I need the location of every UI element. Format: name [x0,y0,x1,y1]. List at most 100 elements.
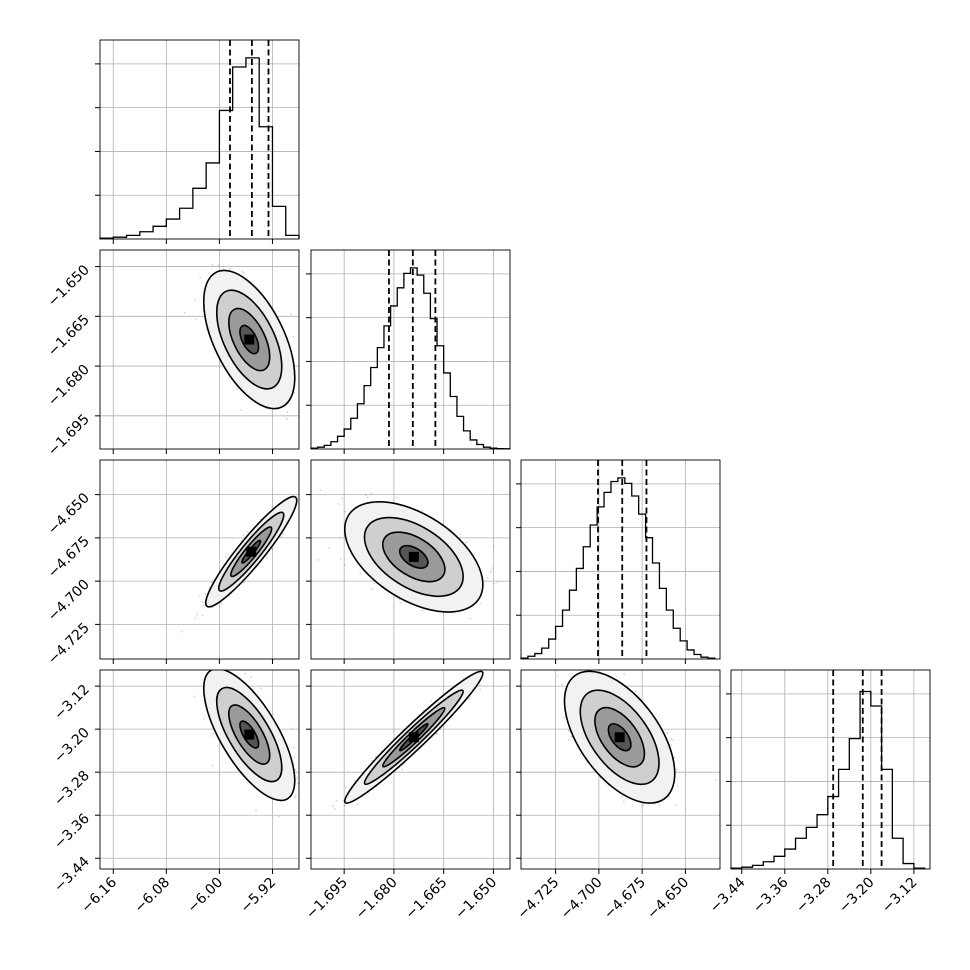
density-content [317,489,499,620]
scatter-point [567,729,570,732]
scatter-point [715,779,717,781]
scatter-point [401,768,404,771]
x-tick-label: −1.650 [452,875,500,923]
scatter-point [228,595,231,597]
scatter-point [286,411,289,414]
density-peak [244,729,255,740]
scatter-point [317,559,320,561]
scatter-point [290,313,292,315]
scatter-point [339,536,341,539]
scatter-point [621,796,623,799]
x-tick-label: −4.700 [558,875,606,923]
scatter-point [340,558,342,560]
scatter-point [211,732,214,735]
y-tick-label: −4.675 [45,533,93,581]
y-tick-label: −3.12 [51,682,93,724]
scatter-point [266,556,269,559]
density-content [332,660,492,810]
scatter-point [225,556,227,558]
scatter-point [670,744,673,747]
scatter-point [490,570,492,573]
density-contour [343,500,484,613]
panel-background [311,250,510,449]
x-tick-label: −4.675 [601,875,649,923]
y-tick-label: −3.20 [51,725,93,767]
x-tick-label: −3.28 [793,875,835,917]
density-content [193,665,299,818]
scatter-point [479,684,481,686]
scatter-point [193,695,196,698]
density-panel-0-3 [99,665,300,870]
scatter-point [301,488,303,490]
scatter-point [244,672,247,675]
histogram-panel-1 [306,249,511,450]
scatter-point [196,613,199,616]
scatter-point [292,746,295,748]
panel-frame [99,249,300,450]
scatter-point [634,690,637,693]
density-peak [244,334,255,345]
scatter-point [490,660,492,662]
density-contour [363,689,464,786]
panel-background [311,670,510,869]
scatter-point [609,667,611,669]
scatter-point [334,808,336,810]
density-contour [215,686,283,783]
scatter-point [214,665,216,667]
scatter-point [642,804,644,807]
scatter-point [242,272,245,274]
scatter-point [300,375,302,377]
scatter-point [220,602,223,605]
scatter-point [307,406,309,408]
y-tick-label: −1.695 [45,411,93,459]
scatter-point [674,804,677,806]
y-tick-label: −4.700 [45,577,93,625]
scatter-point [343,564,346,566]
scatter-point [241,270,244,273]
scatter-point [486,665,488,667]
scatter-point [435,732,438,735]
x-tick-label: −4.725 [514,875,562,923]
scatter-point [371,587,373,590]
scatter-point [210,581,213,584]
histogram-panel-0 [95,39,300,240]
scatter-point [229,243,231,245]
density-panel-0-2 [99,459,303,660]
scatter-point [670,738,672,741]
density-contour [594,706,646,768]
density-contour [239,324,260,355]
density-contour [217,511,285,592]
scatter-point [589,664,591,666]
panel-frame [99,669,300,870]
scatter-point [399,601,402,604]
scatter-point [280,535,283,538]
x-tick-label: −6.08 [132,875,174,917]
scatter-point [622,800,625,803]
scatter-point [561,683,563,686]
scatter-point [201,614,204,617]
scatter-point [468,697,470,700]
panel-frame [520,669,721,870]
scatter-point [297,782,299,785]
scatter-point [240,409,243,411]
scatter-point [294,796,296,799]
scatter-point [203,717,206,720]
scatter-point [492,545,495,548]
scatter-point [180,630,183,633]
density-content [180,487,303,633]
scatter-point [250,676,252,679]
scatter-point [462,677,464,680]
scatter-point [206,244,208,246]
scatter-point [478,667,480,669]
scatter-point [342,799,344,802]
scatter-point [480,602,482,605]
density-contour [563,670,676,804]
scatter-point [666,731,668,734]
scatter-point [570,736,573,738]
histogram-line [310,267,511,450]
scatter-point [296,777,298,779]
scatter-point [236,387,239,390]
scatter-point [277,815,280,818]
scatter-point [465,541,468,544]
histogram-line [99,57,300,239]
